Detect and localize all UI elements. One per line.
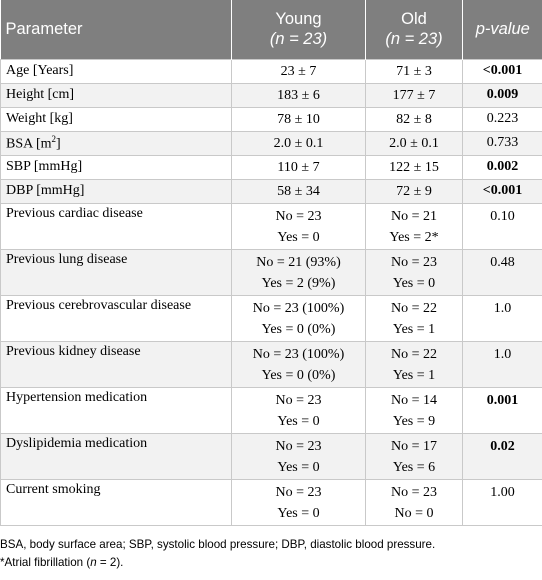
young-value-cell: 110 ± 7: [231, 154, 366, 180]
parameter-cell: Dyslipidemia medication: [0, 432, 232, 480]
parameter-cell: SBP [mmHg]: [0, 154, 232, 180]
pvalue-cell: 1.0: [462, 294, 542, 342]
old-value-cell: No = 23 No = 0: [365, 478, 463, 526]
header-pvalue: p-value: [462, 0, 542, 59]
pvalue-cell: 0.10: [462, 202, 542, 250]
footnote-atrial-fibrillation: *Atrial fibrillation (n = 2).: [0, 556, 124, 569]
table-row: Previous cerebrovascular disease No = 23 …: [0, 294, 542, 342]
parameter-cell: Previous kidney disease: [0, 340, 232, 388]
pvalue-cell: 0.733: [462, 130, 542, 156]
table-row: Previous kidney disease No = 23 (100%) Yes…: [0, 340, 542, 388]
old-value-cell: No = 22 Yes = 1: [365, 294, 463, 342]
table-row: Previous lung disease No = 21 (93%) Yes = …: [0, 248, 542, 296]
old-value-cell: 72 ± 9: [365, 178, 463, 204]
old-value-cell: No = 23 Yes = 0: [365, 248, 463, 296]
pvalue-cell: 0.001: [462, 386, 542, 434]
table-row: Hypertension medication No = 23 Yes = 0 No …: [0, 386, 542, 434]
pvalue-cell: <0.001: [462, 178, 542, 204]
old-value-cell: No = 22 Yes = 1: [365, 340, 463, 388]
young-value-cell: No = 23 Yes = 0: [231, 386, 366, 434]
pvalue-cell: 0.223: [462, 106, 542, 132]
old-value-cell: No = 17 Yes = 6: [365, 432, 463, 480]
table-row: Previous cardiac disease No = 23 Yes = 0 No…: [0, 202, 542, 250]
pvalue-cell: 0.48: [462, 248, 542, 296]
header-row: Parameter Young (n = 23) Old (n = 23) p-…: [0, 0, 542, 59]
table-row: Current smoking No = 23 Yes = 0 No = 23 No =…: [0, 478, 542, 526]
table-footnotes: BSA, body surface area; SBP, systolic bl…: [0, 536, 542, 572]
pvalue-cell: 0.02: [462, 432, 542, 480]
header-old: Old (n = 23): [365, 0, 463, 59]
young-value-cell: 183 ± 6: [231, 82, 366, 108]
header-young-n: (n = 23): [269, 30, 328, 49]
table-row: DBP [mmHg] 58 ± 34 72 ± 9 <0.001: [0, 178, 542, 204]
young-value-cell: 2.0 ± 0.1: [231, 130, 366, 156]
old-value-cell: 82 ± 8: [365, 106, 463, 132]
pvalue-cell: 0.009: [462, 82, 542, 108]
young-value-cell: No = 23 (100%) Yes = 0 (0%): [231, 294, 366, 342]
pvalue-cell: 1.0: [462, 340, 542, 388]
young-value-cell: 78 ± 10: [231, 106, 366, 132]
table-row: Weight [kg] 78 ± 10 82 ± 8 0.223: [0, 106, 542, 132]
young-value-cell: No = 23 Yes = 0: [231, 478, 366, 526]
table-row: Age [Years] 23 ± 7 71 ± 3 <0.001: [0, 58, 542, 84]
header-old-n: (n = 23): [385, 30, 443, 49]
parameter-cell: Height [cm]: [0, 82, 232, 108]
young-value-cell: No = 23 Yes = 0: [231, 432, 366, 480]
parameter-cell: BSA [m2]: [0, 130, 232, 156]
pvalue-cell: 1.00: [462, 478, 542, 526]
table-row: Height [cm] 183 ± 6 177 ± 7 0.009: [0, 82, 542, 108]
parameter-cell: DBP [mmHg]: [0, 178, 232, 204]
old-value-cell: No = 14 Yes = 9: [365, 386, 463, 434]
young-value-cell: 23 ± 7: [231, 58, 366, 84]
parameter-cell: Previous cardiac disease: [0, 202, 232, 250]
old-value-cell: 2.0 ± 0.1: [365, 130, 463, 156]
old-value-cell: No = 21 Yes = 2*: [365, 202, 463, 250]
parameter-cell: Age [Years]: [0, 58, 232, 84]
young-value-cell: No = 23 Yes = 0: [231, 202, 366, 250]
young-value-cell: No = 23 (100%) Yes = 0 (0%): [231, 340, 366, 388]
table-body: Age [Years] 23 ± 7 71 ± 3 <0.001 Height [cm]…: [0, 58, 542, 526]
pvalue-cell: <0.001: [462, 58, 542, 84]
old-value-cell: 122 ± 15: [365, 154, 463, 180]
pvalue-cell: 0.002: [462, 154, 542, 180]
parameter-cell: Previous lung disease: [0, 248, 232, 296]
header-young: Young (n = 23): [231, 0, 366, 59]
old-value-cell: 71 ± 3: [365, 58, 463, 84]
table-row: Dyslipidemia medication No = 23 Yes = 0 No …: [0, 432, 542, 480]
demographics-table: Parameter Young (n = 23) Old (n = 23) p-…: [0, 0, 542, 526]
parameter-cell: Previous cerebrovascular disease: [0, 294, 232, 342]
table-row: SBP [mmHg] 110 ± 7 122 ± 15 0.002: [0, 154, 542, 180]
header-parameter: Parameter: [0, 0, 232, 59]
young-value-cell: 58 ± 34: [231, 178, 366, 204]
parameter-cell: Weight [kg]: [0, 106, 232, 132]
footnote-abbreviations: BSA, body surface area; SBP, systolic bl…: [0, 538, 436, 551]
parameter-cell: Hypertension medication: [0, 386, 232, 434]
header-old-label: Old: [401, 10, 427, 29]
table-row: BSA [m2] 2.0 ± 0.1 2.0 ± 0.1 0.733: [0, 130, 542, 156]
young-value-cell: No = 21 (93%) Yes = 2 (9%): [231, 248, 366, 296]
header-young-label: Young: [275, 10, 322, 29]
parameter-cell: Current smoking: [0, 478, 232, 526]
old-value-cell: 177 ± 7: [365, 82, 463, 108]
